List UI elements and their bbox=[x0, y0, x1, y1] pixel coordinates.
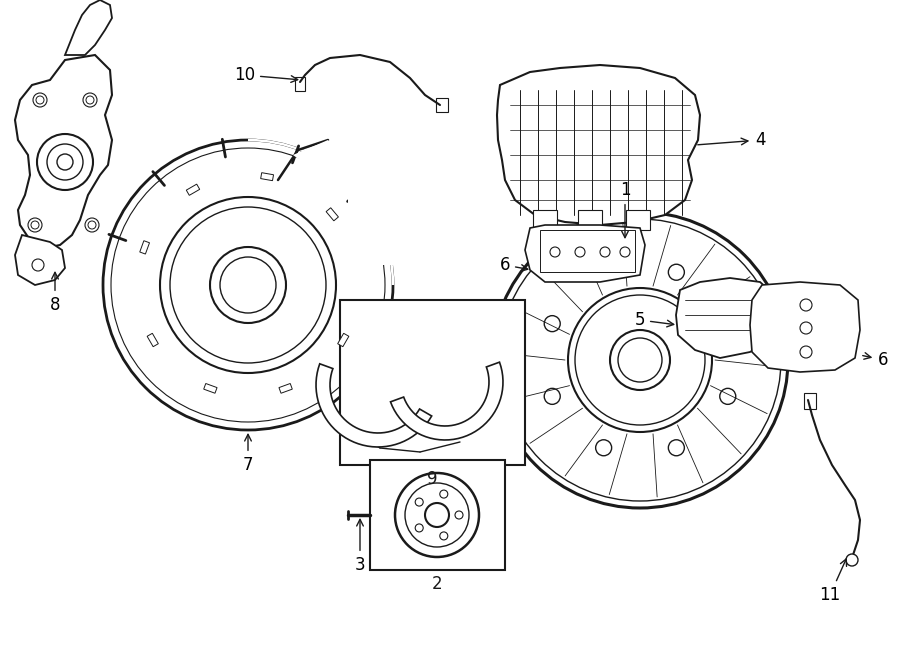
Circle shape bbox=[596, 264, 612, 280]
Circle shape bbox=[544, 316, 560, 332]
Text: 11: 11 bbox=[819, 559, 847, 604]
Polygon shape bbox=[203, 383, 217, 393]
Polygon shape bbox=[15, 235, 65, 285]
Bar bbox=[578, 210, 602, 230]
Polygon shape bbox=[497, 65, 700, 225]
Polygon shape bbox=[65, 0, 112, 55]
Circle shape bbox=[720, 389, 736, 405]
Circle shape bbox=[610, 330, 670, 390]
Circle shape bbox=[669, 264, 684, 280]
Circle shape bbox=[440, 490, 448, 498]
Circle shape bbox=[455, 511, 463, 519]
Circle shape bbox=[103, 140, 393, 430]
Circle shape bbox=[83, 93, 97, 107]
Polygon shape bbox=[676, 278, 778, 358]
Polygon shape bbox=[316, 364, 432, 447]
Bar bbox=[804, 393, 816, 409]
Circle shape bbox=[425, 503, 449, 527]
Circle shape bbox=[85, 218, 99, 232]
Circle shape bbox=[596, 440, 612, 456]
Text: 10: 10 bbox=[234, 66, 298, 84]
Text: 2: 2 bbox=[432, 575, 442, 593]
Polygon shape bbox=[391, 362, 503, 440]
Text: 7: 7 bbox=[243, 434, 253, 474]
Polygon shape bbox=[338, 333, 349, 347]
Text: 6: 6 bbox=[500, 256, 527, 274]
Circle shape bbox=[669, 440, 684, 456]
Circle shape bbox=[28, 218, 42, 232]
Circle shape bbox=[440, 532, 448, 540]
Polygon shape bbox=[140, 241, 149, 254]
Circle shape bbox=[86, 96, 94, 104]
Polygon shape bbox=[261, 173, 274, 180]
Circle shape bbox=[568, 288, 712, 432]
Text: 5: 5 bbox=[634, 311, 674, 329]
Text: 3: 3 bbox=[355, 520, 365, 574]
Bar bbox=[370, 460, 505, 570]
Circle shape bbox=[37, 134, 93, 190]
Bar bbox=[436, 98, 448, 112]
Circle shape bbox=[32, 259, 44, 271]
Bar bbox=[533, 210, 557, 230]
Text: 8: 8 bbox=[50, 272, 60, 314]
Polygon shape bbox=[293, 140, 393, 265]
Polygon shape bbox=[147, 333, 158, 347]
Polygon shape bbox=[326, 208, 338, 221]
Bar bbox=[340, 300, 525, 465]
Circle shape bbox=[492, 212, 788, 508]
Polygon shape bbox=[279, 383, 292, 393]
Bar bbox=[626, 210, 650, 230]
Circle shape bbox=[846, 554, 858, 566]
Circle shape bbox=[33, 93, 47, 107]
Text: 9: 9 bbox=[427, 470, 437, 488]
Circle shape bbox=[88, 221, 96, 229]
Circle shape bbox=[544, 389, 560, 405]
Circle shape bbox=[210, 247, 286, 323]
Circle shape bbox=[31, 221, 39, 229]
Polygon shape bbox=[15, 55, 112, 248]
Text: 1: 1 bbox=[620, 181, 630, 238]
Polygon shape bbox=[525, 225, 645, 282]
Circle shape bbox=[36, 96, 44, 104]
Text: 6: 6 bbox=[863, 351, 888, 369]
Circle shape bbox=[415, 524, 423, 532]
Bar bbox=[295, 77, 305, 91]
Circle shape bbox=[160, 197, 336, 373]
Polygon shape bbox=[186, 184, 200, 196]
Circle shape bbox=[720, 316, 736, 332]
Circle shape bbox=[415, 498, 423, 506]
Circle shape bbox=[395, 473, 479, 557]
Bar bbox=[540, 230, 635, 272]
Polygon shape bbox=[750, 282, 860, 372]
Text: 4: 4 bbox=[698, 131, 766, 149]
